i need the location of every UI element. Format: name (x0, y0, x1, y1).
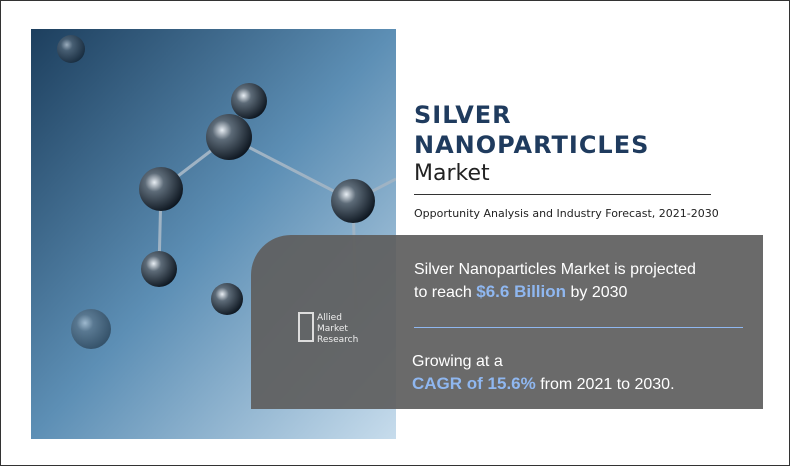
molecule-image (31, 29, 396, 439)
subtitle: Opportunity Analysis and Industry Foreca… (414, 207, 719, 220)
projection-line: to reach $6.6 Billion by 2030 (414, 282, 627, 302)
projection-text: to reach (414, 284, 472, 301)
logo: Allied Market Research (298, 312, 358, 345)
projection-value: $6.6 Billion (476, 282, 567, 301)
logo-text: Research (317, 335, 358, 345)
atoms (57, 35, 375, 349)
logo-text: Market (317, 324, 348, 334)
logo-text: Allied (317, 313, 342, 323)
projection-text: Silver Nanoparticles Market is projected (414, 261, 696, 278)
divider (414, 327, 743, 328)
title: NANOPARTICLES (414, 131, 650, 159)
title: Market (414, 161, 490, 186)
title: SILVER (414, 101, 512, 129)
divider (414, 194, 711, 195)
growth-text: from 2021 to 2030. (540, 376, 675, 393)
growth-line: CAGR of 15.6% from 2021 to 2030. (412, 374, 675, 394)
projection-text: by 2030 (570, 284, 628, 301)
growth-text: Growing at a (412, 353, 503, 370)
growth-value: CAGR of 15.6% (412, 374, 536, 393)
highlight-panel: Allied Market Research (251, 235, 763, 409)
